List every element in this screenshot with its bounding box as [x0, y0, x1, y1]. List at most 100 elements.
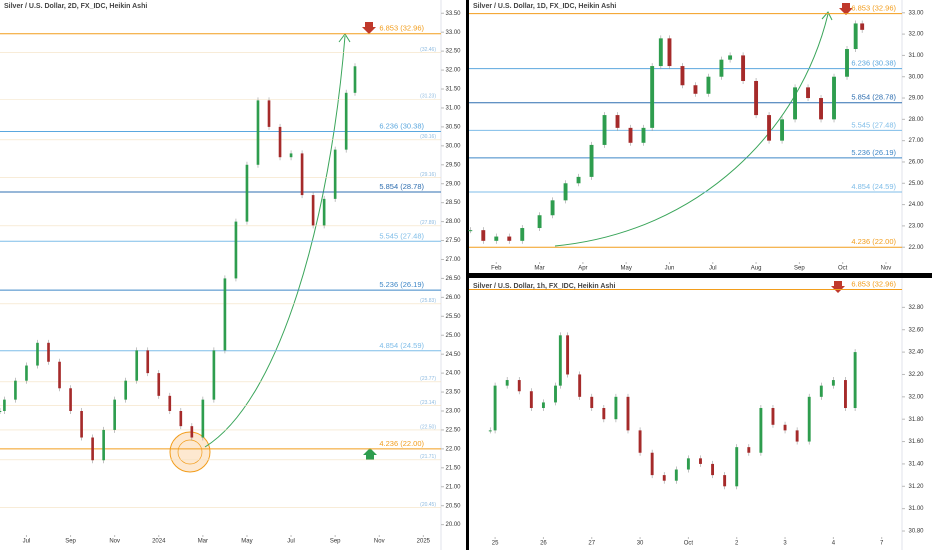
arrow-head	[821, 11, 833, 21]
candle	[550, 200, 555, 216]
candle	[566, 335, 570, 375]
y-tick-label: 32.00	[908, 32, 924, 38]
x-tick-label: Jun	[665, 266, 675, 272]
candle	[723, 475, 727, 487]
x-tick-label: Sep	[330, 539, 341, 545]
y-tick-label: 24.50	[445, 352, 461, 358]
x-tick-label: 27	[588, 541, 595, 547]
candle	[819, 385, 823, 397]
x-tick-label: Mar	[198, 539, 208, 545]
candle	[728, 55, 733, 60]
down-arrow	[362, 22, 376, 34]
candle	[699, 458, 702, 464]
y-tick-label: 22.00	[445, 446, 461, 452]
candle	[190, 426, 194, 438]
candle	[667, 38, 672, 67]
candle	[860, 23, 865, 30]
candle	[628, 127, 633, 143]
candle	[578, 374, 582, 397]
candle	[658, 38, 663, 67]
minor-level-label: (31.23)	[420, 94, 436, 100]
candle	[602, 115, 607, 145]
candle	[69, 388, 72, 411]
candle	[507, 236, 512, 241]
minor-level-label: (22.50)	[420, 424, 436, 430]
y-tick-label: 20.50	[445, 503, 461, 509]
candle	[807, 396, 811, 442]
candle	[493, 385, 497, 431]
candle	[806, 87, 810, 99]
y-tick-label: 31.00	[908, 506, 924, 512]
y-tick-label: 32.20	[908, 372, 924, 378]
candle	[267, 100, 271, 127]
minor-level-label: (32.46)	[420, 47, 436, 53]
x-tick-label: Jul	[709, 266, 717, 272]
candle	[615, 115, 620, 128]
y-tick-label: 31.00	[445, 106, 461, 112]
candle	[576, 176, 581, 184]
down-arrow	[831, 281, 845, 293]
candle	[256, 100, 260, 165]
candle	[563, 183, 568, 201]
candle	[135, 350, 139, 381]
y-tick-label: 32.50	[445, 49, 461, 55]
y-tick-label: 33.00	[445, 30, 461, 36]
x-tick-label: Apr	[578, 266, 587, 272]
candle	[686, 458, 690, 470]
y-tick-label: 27.50	[445, 238, 461, 244]
y-tick-label: 33.00	[908, 10, 924, 16]
y-tick-label: 21.50	[445, 465, 461, 471]
x-tick-label: Mar	[534, 266, 544, 272]
y-tick-label: 31.00	[908, 53, 924, 59]
candle	[558, 335, 562, 386]
candle	[124, 380, 128, 400]
candle	[179, 410, 183, 427]
candle	[719, 59, 724, 77]
y-tick-label: 26.00	[445, 295, 461, 301]
candle	[333, 149, 337, 199]
candle	[693, 85, 698, 94]
y-tick-label: 28.00	[445, 219, 461, 225]
x-tick-label: Feb	[491, 266, 502, 272]
candle	[353, 66, 357, 93]
fib-level-label: 5.545 (27.48)	[851, 120, 896, 129]
candle	[481, 230, 486, 241]
x-tick-label: May	[621, 266, 632, 272]
x-tick-label: 3	[783, 541, 787, 547]
fib-level-label: 5.854 (28.78)	[851, 93, 896, 102]
y-tick-label: 30.50	[445, 124, 461, 130]
y-tick-label: 30.00	[445, 143, 461, 149]
candle	[650, 452, 654, 476]
chart-title: Silver / U.S. Dollar, 1h, FX_IDC, Heikin…	[473, 283, 616, 290]
candle	[58, 361, 61, 389]
minor-level-label: (25.83)	[420, 298, 436, 304]
x-tick-label: Nov	[374, 539, 385, 545]
y-tick-label: 32.40	[908, 350, 924, 356]
y-tick-label: 31.50	[445, 87, 461, 93]
y-tick-label: 24.00	[908, 202, 924, 208]
candle	[554, 385, 557, 403]
candle	[157, 373, 161, 396]
candle	[662, 475, 666, 481]
candle	[783, 424, 787, 431]
candle	[14, 380, 17, 400]
chart-title: Silver / U.S. Dollar, 1D, FX_IDC, Heikin…	[473, 3, 616, 10]
x-tick-label: Sep	[794, 266, 805, 272]
candle	[0, 410, 2, 412]
candle	[771, 408, 775, 425]
candle	[212, 350, 216, 400]
highlight-circle	[169, 431, 211, 473]
candle	[706, 76, 711, 94]
candle	[832, 76, 836, 120]
y-tick-label: 31.20	[908, 484, 924, 490]
highlight-circle	[177, 439, 203, 465]
candle	[505, 380, 509, 386]
x-tick-label: 25	[492, 541, 499, 547]
candle	[520, 228, 525, 241]
candle	[517, 380, 521, 392]
candle	[602, 408, 606, 420]
candle	[234, 221, 238, 279]
candle	[759, 408, 763, 453]
y-tick-label: 22.50	[445, 428, 461, 434]
